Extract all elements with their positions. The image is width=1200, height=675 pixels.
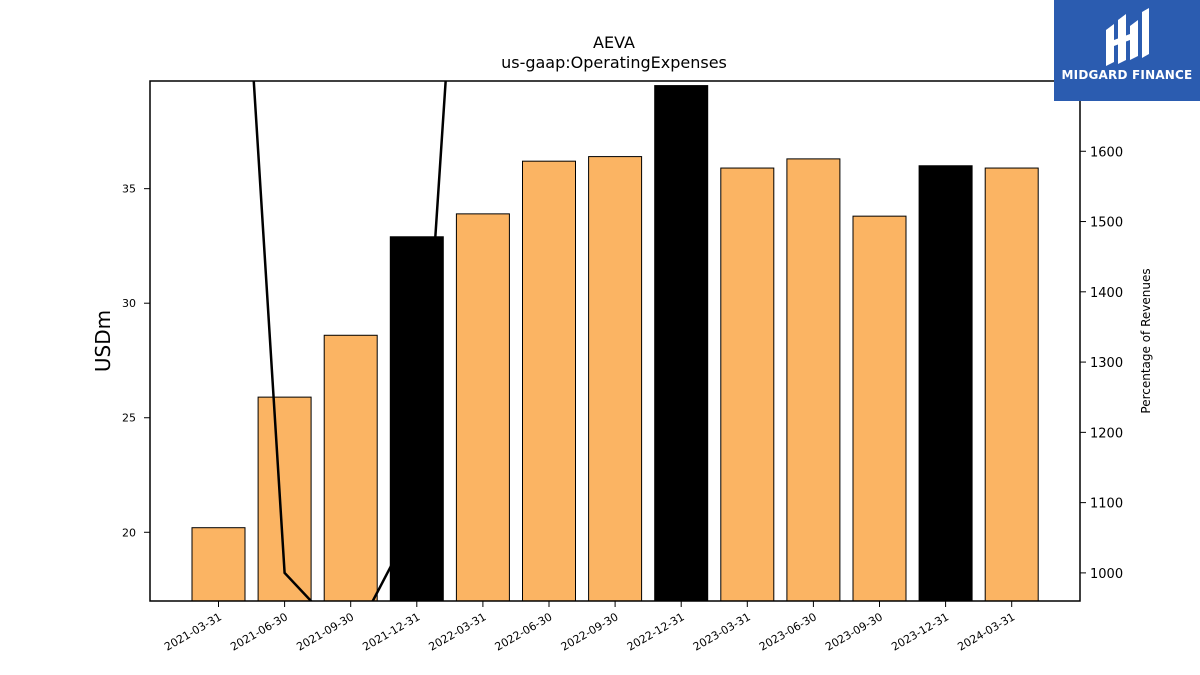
x-tick-label: 2023-09-30 (823, 610, 885, 653)
x-tick-label: 2021-03-31 (162, 610, 224, 653)
y-tick-label: 25 (122, 412, 136, 425)
bar-2022-12-31 (654, 85, 709, 601)
bar-2022-09-30 (588, 156, 643, 601)
x-axis-ticks: 2021-03-31 2021-06-30 2021-09-30 2021-12-31… (162, 601, 1017, 654)
bar-2021-03-31 (191, 527, 246, 601)
y2-tick-label: 1400 (1090, 286, 1123, 301)
x-tick-label: 2022-03-31 (427, 610, 489, 653)
y2-tick-label: 1100 (1090, 497, 1123, 512)
x-tick-label: 2023-12-31 (889, 610, 951, 653)
logo-mark-icon (1106, 8, 1149, 66)
y-axis-ticks: 20 25 30 35 (122, 183, 150, 539)
y-axis-label: USDm (91, 310, 115, 372)
bar-2022-03-31 (455, 213, 510, 601)
y2-tick-label: 1500 (1090, 216, 1123, 231)
bar-2022-06-30 (522, 160, 576, 601)
y2-tick-label: 1600 (1090, 145, 1123, 160)
x-tick-label: 2024-03-31 (955, 610, 1017, 653)
chart-subtitle: us-gaap:OperatingExpenses (501, 53, 727, 72)
x-tick-label: 2021-06-30 (228, 610, 290, 653)
bar-2021-09-30 (323, 334, 378, 601)
chart-title: AEVA (593, 33, 635, 52)
x-tick-label: 2023-06-30 (757, 610, 819, 653)
x-tick-label: 2021-12-31 (360, 610, 422, 653)
x-tick-label: 2022-09-30 (559, 610, 621, 653)
bar-2024-03-31 (984, 167, 1039, 601)
y-tick-label: 30 (122, 297, 136, 310)
y2-axis-ticks: 1000 1100 1200 1300 1400 1500 1600 (1080, 145, 1123, 582)
x-tick-label: 2022-06-30 (493, 610, 555, 653)
bars (191, 85, 1039, 601)
y2-tick-label: 1200 (1090, 426, 1123, 441)
x-tick-label: 2022-12-31 (625, 610, 687, 653)
bar-2023-09-30 (852, 215, 907, 601)
revenue-percentage-line (252, 81, 447, 601)
x-tick-label: 2023-03-31 (691, 610, 753, 653)
brand-logo: MIDGARD FINANCE (1054, 0, 1200, 101)
y2-tick-label: 1300 (1090, 356, 1123, 371)
x-tick-label: 2021-09-30 (294, 610, 356, 653)
y-tick-label: 20 (122, 526, 136, 539)
line-series-path (252, 81, 447, 601)
bar-2023-12-31 (918, 165, 973, 601)
bar-2023-06-30 (786, 158, 841, 601)
y2-tick-label: 1000 (1090, 567, 1123, 582)
bar-2021-12-31 (389, 236, 444, 601)
bar-2023-03-31 (720, 167, 775, 601)
y-tick-label: 35 (122, 183, 136, 196)
y2-axis-label: Percentage of Revenues (1139, 268, 1153, 413)
logo-text: MIDGARD FINANCE (1061, 68, 1193, 82)
